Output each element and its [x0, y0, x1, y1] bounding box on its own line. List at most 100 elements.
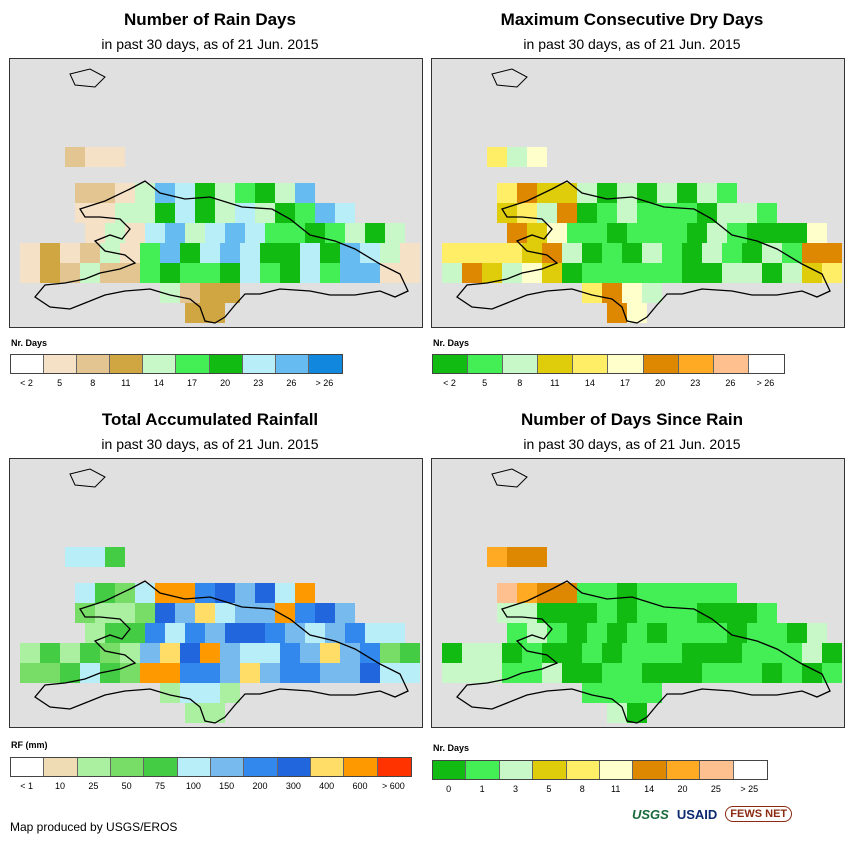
- legend-swatch: [433, 761, 467, 779]
- grid-cell: [697, 203, 717, 223]
- legend-swatch: [466, 761, 500, 779]
- grid-cell: [40, 643, 60, 663]
- islet-outline: [491, 68, 528, 88]
- grid-cell: [85, 547, 105, 567]
- legend-labels: < 2 5 8 11 14 17 20 23 26 > 26: [10, 378, 341, 390]
- grid-cell: [140, 243, 160, 263]
- legend-label: 8: [579, 784, 585, 794]
- grid-cell: [165, 623, 185, 643]
- legend-labels: < 1 10 25 50 75 100 150 200 300 400 600 > 600: [10, 781, 410, 793]
- legend-label: 11: [121, 378, 131, 388]
- grid-cell: [687, 623, 707, 643]
- map-svg: [20, 68, 420, 324]
- panel-subtitle: in past 30 days, as of 21 Jun. 2015: [101, 436, 319, 452]
- grid-cell: [682, 643, 702, 663]
- grid-cell: [380, 643, 400, 663]
- grid-cell: [335, 203, 355, 223]
- grid-cell: [75, 603, 95, 623]
- legend-swatch: [275, 355, 309, 373]
- grid-cell: [507, 547, 527, 567]
- grid-cell: [682, 263, 702, 283]
- legend-label: 5: [57, 378, 63, 388]
- grid-cell: [682, 663, 702, 683]
- legend-label: < 2: [443, 378, 456, 388]
- grid-cell: [240, 243, 260, 263]
- grid-cell: [442, 263, 462, 283]
- grid-cell: [115, 203, 135, 223]
- grid-cell: [185, 223, 205, 243]
- legend-bar: [10, 757, 412, 777]
- grid-cell: [100, 263, 120, 283]
- legend-label: 600: [352, 781, 368, 791]
- grid-cell: [442, 663, 462, 683]
- grid-cell: [497, 183, 517, 203]
- grid-cell: [300, 643, 320, 663]
- legend-swatch: [44, 758, 78, 776]
- grid-cell: [527, 147, 547, 167]
- grid-cell: [562, 643, 582, 663]
- legend-label: 0: [446, 784, 452, 794]
- grid-cell: [285, 623, 305, 643]
- legend-swatch: [242, 355, 276, 373]
- grid-cell: [40, 243, 60, 263]
- grid-cell: [757, 603, 777, 623]
- grid-cell: [155, 603, 175, 623]
- grid-cell: [20, 243, 40, 263]
- legend-swatch: [599, 761, 634, 779]
- grid-cell: [165, 223, 185, 243]
- grid-cell: [335, 603, 355, 623]
- legend-label: 100: [185, 781, 201, 791]
- map-max-dry-days: [431, 58, 845, 328]
- grid-cell: [85, 623, 105, 643]
- grid-cell: [527, 623, 547, 643]
- grid-cell: [215, 203, 235, 223]
- grid-cell: [215, 583, 235, 603]
- grid-cell: [200, 243, 220, 263]
- grid-cell: [507, 223, 527, 243]
- grid-cell: [627, 623, 647, 643]
- panel-title: Number of Days Since Rain: [520, 410, 743, 429]
- grid-cell: [115, 603, 135, 623]
- grid-cell: [75, 583, 95, 603]
- grid-cell: [360, 263, 380, 283]
- grid-cell: [240, 263, 260, 283]
- grid-cell: [597, 583, 617, 603]
- grid-cell: [527, 223, 547, 243]
- legend-label: 10: [54, 781, 66, 791]
- legend-label: 25: [710, 784, 721, 794]
- grid-cell: [782, 663, 802, 683]
- grid-cell: [245, 623, 265, 643]
- grid-cell: [657, 583, 677, 603]
- grid-cell: [60, 263, 80, 283]
- grid-cell: [617, 583, 637, 603]
- grid-cell: [185, 623, 205, 643]
- grid-cell: [240, 643, 260, 663]
- grid-cell: [602, 643, 622, 663]
- grid-cell: [562, 663, 582, 683]
- grid-cell: [662, 243, 682, 263]
- legend-swatch: [310, 758, 345, 776]
- grid-cell: [542, 263, 562, 283]
- panel-max-dry-days: Maximum Consecutive Dry Days in past 30 …: [422, 0, 845, 400]
- grid-cell: [200, 283, 220, 303]
- grid-cell: [747, 623, 767, 643]
- legend-label: 26: [286, 378, 297, 388]
- legend-swatch: [503, 355, 539, 373]
- legend-label: 50: [121, 781, 132, 791]
- grid-cell: [642, 263, 662, 283]
- grid-cell: [717, 603, 737, 623]
- grid-cell: [300, 263, 320, 283]
- legend-labels: 0 1 3 5 8 11 14 20 25 > 25: [432, 784, 766, 796]
- grid-cell: [340, 643, 360, 663]
- grid-cell: [642, 643, 662, 663]
- grid-cell: [160, 663, 180, 683]
- legend-label: 300: [285, 781, 301, 791]
- grid-cell: [602, 243, 622, 263]
- grid-cell: [160, 243, 180, 263]
- grid-cell: [175, 183, 195, 203]
- grid-cell: [637, 583, 657, 603]
- grid-cell: [607, 223, 627, 243]
- grid-cell: [567, 223, 587, 243]
- panel-subtitle: in past 30 days, as of 21 Jun. 2015: [523, 36, 741, 52]
- grid-cell: [95, 183, 115, 203]
